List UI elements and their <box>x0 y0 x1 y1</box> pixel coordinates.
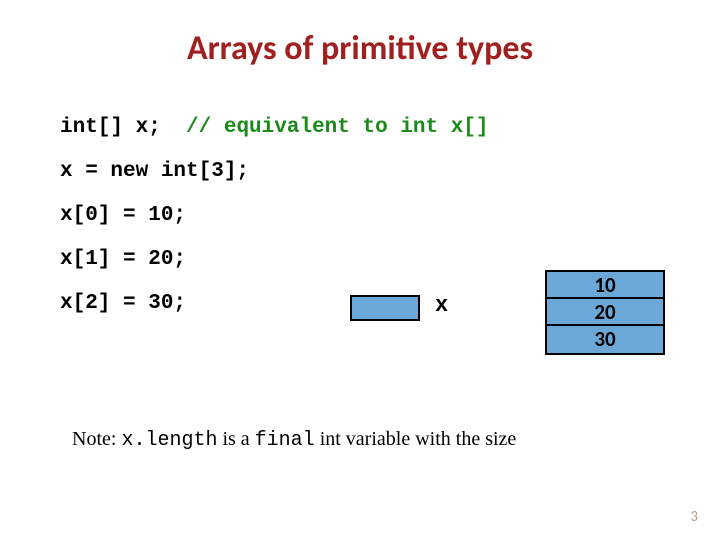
reference-box <box>350 295 420 321</box>
code-line-2: x = new int[3]; <box>60 161 660 183</box>
note-mid: is a <box>217 428 254 450</box>
code-line-3: x[0] = 10; <box>60 205 660 227</box>
page-number: 3 <box>690 508 698 526</box>
note-prefix: Note: <box>72 428 121 450</box>
code-line-1: int[] x; // equivalent to int x[] <box>60 117 660 139</box>
array-cell: 20 <box>547 299 663 326</box>
note-code-1: x.length <box>121 429 217 452</box>
code-decl: int[] x; <box>60 116 161 139</box>
array-cell: 10 <box>547 272 663 299</box>
code-line-4: x[1] = 20; <box>60 249 660 271</box>
note-suffix: int variable with the size <box>315 428 517 450</box>
array-box: 10 20 30 <box>545 270 665 355</box>
array-diagram: x 10 20 30 <box>350 270 680 380</box>
code-comment: // equivalent to int x[] <box>186 116 488 139</box>
note-code-2: final <box>255 429 315 452</box>
slide-container: Arrays of primitive types int[] x; // eq… <box>0 0 720 540</box>
note-text: Note: x.length is a final int variable w… <box>72 428 516 452</box>
slide-title: Arrays of primitive types <box>60 28 660 69</box>
array-cell: 30 <box>547 326 663 353</box>
reference-label: x <box>435 293 448 318</box>
